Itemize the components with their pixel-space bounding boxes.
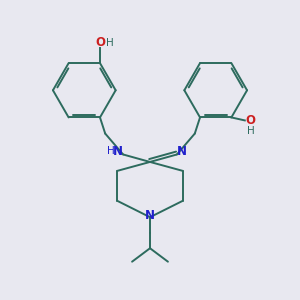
Text: N: N — [177, 145, 187, 158]
Text: H: H — [247, 126, 255, 136]
Text: H: H — [106, 38, 113, 48]
Text: N: N — [145, 209, 155, 222]
Text: O: O — [246, 114, 256, 127]
Text: O: O — [95, 36, 105, 49]
Text: N: N — [113, 145, 123, 158]
Text: H: H — [107, 146, 115, 157]
